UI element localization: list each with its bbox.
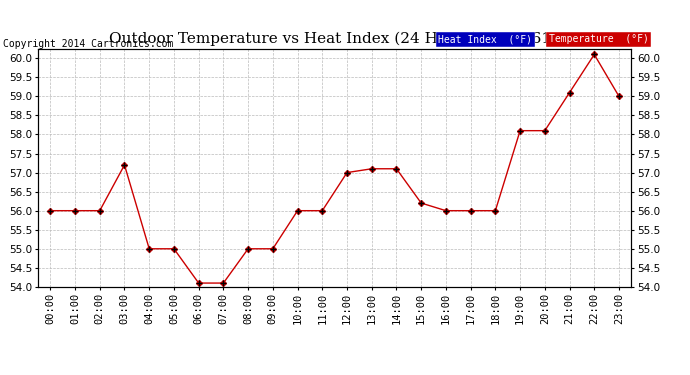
Text: Heat Index  (°F): Heat Index (°F)	[438, 34, 532, 44]
Text: Temperature  (°F): Temperature (°F)	[549, 34, 649, 44]
Text: Copyright 2014 Cartronics.com: Copyright 2014 Cartronics.com	[3, 39, 174, 50]
Title: Outdoor Temperature vs Heat Index (24 Hours) 20140611: Outdoor Temperature vs Heat Index (24 Ho…	[109, 32, 560, 46]
